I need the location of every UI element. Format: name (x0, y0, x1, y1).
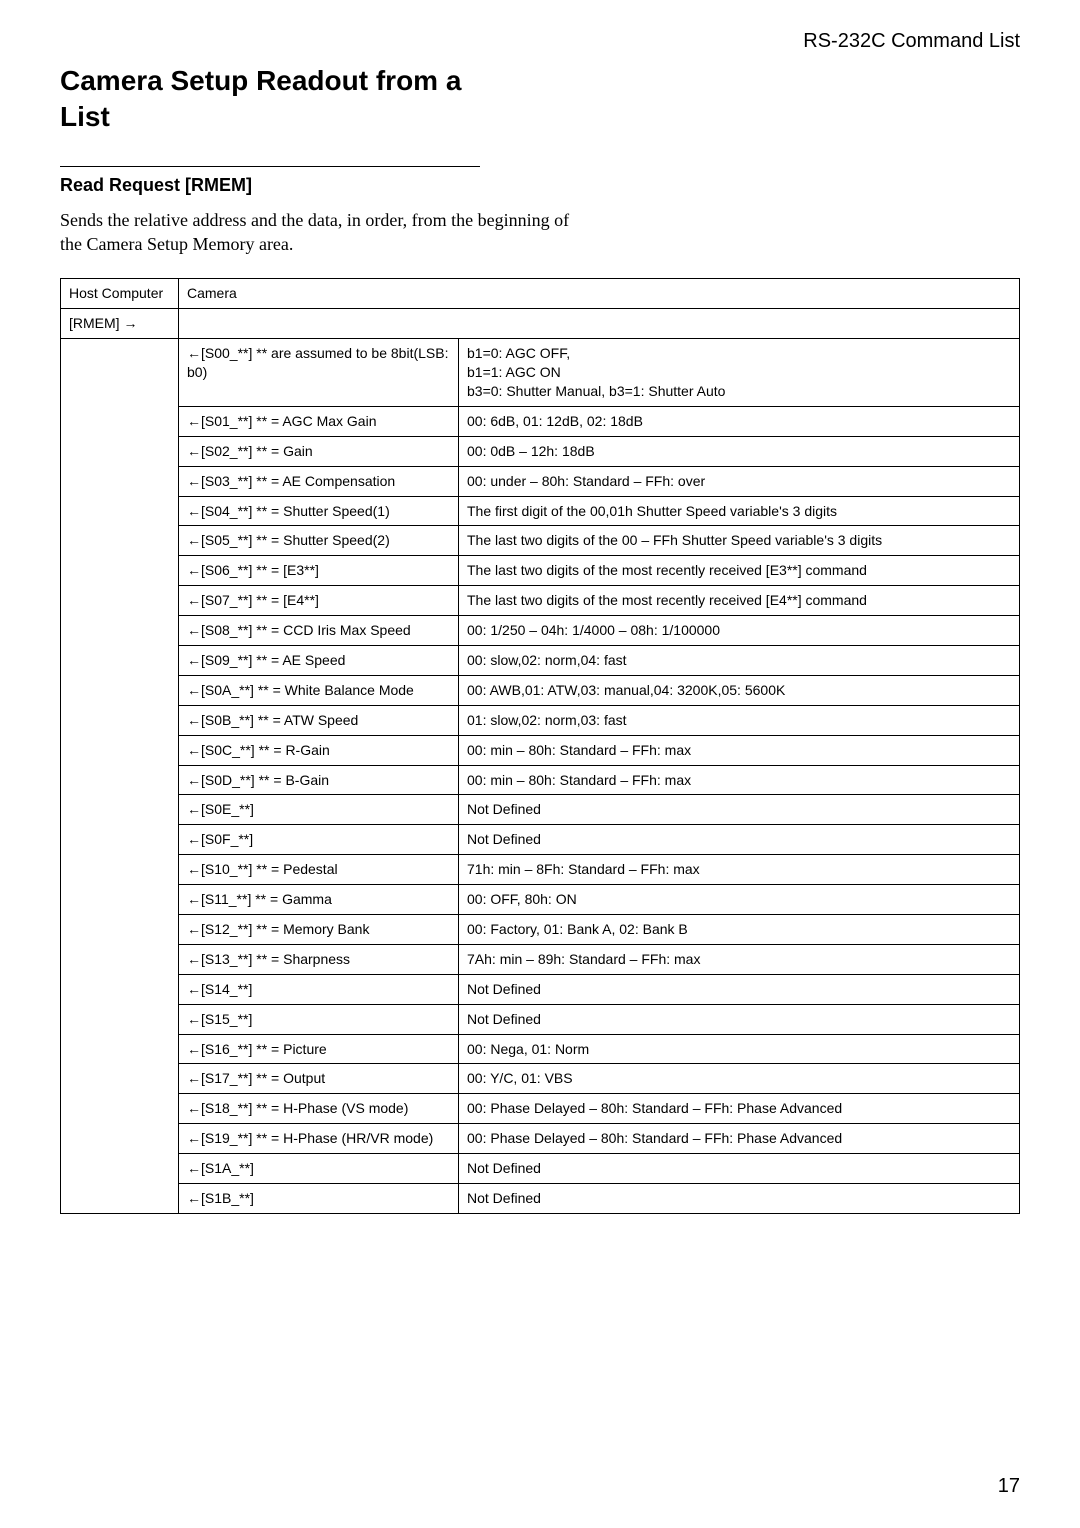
table-row: ←[S08_**] ** = CCD Iris Max Speed00: 1/2… (61, 616, 1020, 646)
table-row: ←[S06_**] ** = [E3**]The last two digits… (61, 556, 1020, 586)
table-row: ←[S02_**] ** = Gain00: 0dB – 12h: 18dB (61, 436, 1020, 466)
cell-desc: ←[S05_**] ** = Shutter Speed(2) (179, 526, 459, 556)
cell-value: Not Defined (459, 825, 1020, 855)
section-rule (60, 166, 480, 167)
table-row: ←[S1A_**]Not Defined (61, 1154, 1020, 1184)
section-body: Sends the relative address and the data,… (60, 208, 580, 257)
cell-desc: ←[S08_**] ** = CCD Iris Max Speed (179, 616, 459, 646)
cell-value: Not Defined (459, 1004, 1020, 1034)
cell-desc: ←[S18_**] ** = H-Phase (VS mode) (179, 1094, 459, 1124)
table-row: ←[S14_**]Not Defined (61, 974, 1020, 1004)
table-row: ←[S07_**] ** = [E4**]The last two digits… (61, 586, 1020, 616)
table-row: ←[S1B_**]Not Defined (61, 1183, 1020, 1213)
cell-value: 00: Nega, 01: Norm (459, 1034, 1020, 1064)
col-header-host: Host Computer (61, 279, 179, 309)
cell-desc: ←[S04_**] ** = Shutter Speed(1) (179, 496, 459, 526)
table-row: ←[S05_**] ** = Shutter Speed(2)The last … (61, 526, 1020, 556)
table-header-row: Host Computer Camera (61, 279, 1020, 309)
cell-value: 00: Phase Delayed – 80h: Standard – FFh:… (459, 1124, 1020, 1154)
cell-value: Not Defined (459, 795, 1020, 825)
cell-value: 00: OFF, 80h: ON (459, 885, 1020, 915)
cell-value: 00: Factory, 01: Bank A, 02: Bank B (459, 914, 1020, 944)
cell-desc: ←[S12_**] ** = Memory Bank (179, 914, 459, 944)
table-row: ←[S09_**] ** = AE Speed00: slow,02: norm… (61, 645, 1020, 675)
cell-desc: ←[S14_**] (179, 974, 459, 1004)
cell-desc: ←[S16_**] ** = Picture (179, 1034, 459, 1064)
cell-desc: ←[S1A_**] (179, 1154, 459, 1184)
command-table: Host Computer Camera [RMEM] → ←[S00_**] … (60, 278, 1020, 1214)
cell-desc: ←[S01_**] ** = AGC Max Gain (179, 406, 459, 436)
cell-desc: ←[S00_**] ** are assumed to be 8bit(LSB:… (179, 339, 459, 407)
cell-value: The first digit of the 00,01h Shutter Sp… (459, 496, 1020, 526)
cell-desc: ←[S02_**] ** = Gain (179, 436, 459, 466)
table-row: ←[S0B_**] ** = ATW Speed01: slow,02: nor… (61, 705, 1020, 735)
cell-value: The last two digits of the 00 – FFh Shut… (459, 526, 1020, 556)
cell-desc: ←[S0D_**] ** = B-Gain (179, 765, 459, 795)
table-row: ←[S04_**] ** = Shutter Speed(1)The first… (61, 496, 1020, 526)
cell-value: 00: min – 80h: Standard – FFh: max (459, 735, 1020, 765)
table-row: ←[S0C_**] ** = R-Gain00: min – 80h: Stan… (61, 735, 1020, 765)
table-row: ←[S10_**] ** = Pedestal71h: min – 8Fh: S… (61, 855, 1020, 885)
table-row: ←[S17_**] ** = Output00: Y/C, 01: VBS (61, 1064, 1020, 1094)
cell-host: [RMEM] → (61, 309, 179, 339)
table-row: ←[S15_**]Not Defined (61, 1004, 1020, 1034)
cell-desc: ←[S13_**] ** = Sharpness (179, 944, 459, 974)
cell-desc: ←[S1B_**] (179, 1183, 459, 1213)
cell-desc: ←[S0E_**] (179, 795, 459, 825)
col-header-camera: Camera (179, 279, 1020, 309)
cell-desc: ←[S17_**] ** = Output (179, 1064, 459, 1094)
cell-value: Not Defined (459, 1154, 1020, 1184)
table-row: ←[S13_**] ** = Sharpness7Ah: min – 89h: … (61, 944, 1020, 974)
cell-value: 01: slow,02: norm,03: fast (459, 705, 1020, 735)
cell-value: 71h: min – 8Fh: Standard – FFh: max (459, 855, 1020, 885)
cell-value: 7Ah: min – 89h: Standard – FFh: max (459, 944, 1020, 974)
cell-desc: ←[S06_**] ** = [E3**] (179, 556, 459, 586)
cell-desc: ←[S03_**] ** = AE Compensation (179, 466, 459, 496)
table-row: ←[S16_**] ** = Picture00: Nega, 01: Norm (61, 1034, 1020, 1064)
table-row: ←[S18_**] ** = H-Phase (VS mode)00: Phas… (61, 1094, 1020, 1124)
table-row: ←[S00_**] ** are assumed to be 8bit(LSB:… (61, 339, 1020, 407)
table-row: ←[S0E_**]Not Defined (61, 795, 1020, 825)
cell-value: 00: 6dB, 01: 12dB, 02: 18dB (459, 406, 1020, 436)
cell-desc: ←[S09_**] ** = AE Speed (179, 645, 459, 675)
table-row: ←[S19_**] ** = H-Phase (HR/VR mode)00: P… (61, 1124, 1020, 1154)
cell-value: b1=0: AGC OFF,b1=1: AGC ONb3=0: Shutter … (459, 339, 1020, 407)
table-row: ←[S12_**] ** = Memory Bank00: Factory, 0… (61, 914, 1020, 944)
cell-value: Not Defined (459, 1183, 1020, 1213)
cell-value: 00: Y/C, 01: VBS (459, 1064, 1020, 1094)
cell-camera (179, 309, 1020, 339)
cell-desc: ←[S15_**] (179, 1004, 459, 1034)
cell-desc: ←[S0F_**] (179, 825, 459, 855)
cell-value: 00: min – 80h: Standard – FFh: max (459, 765, 1020, 795)
cell-desc: ←[S19_**] ** = H-Phase (HR/VR mode) (179, 1124, 459, 1154)
table-row: [RMEM] → (61, 309, 1020, 339)
table-row: ←[S0F_**]Not Defined (61, 825, 1020, 855)
cell-desc: ←[S10_**] ** = Pedestal (179, 855, 459, 885)
table-row: ←[S0A_**] ** = White Balance Mode00: AWB… (61, 675, 1020, 705)
cell-desc: ←[S07_**] ** = [E4**] (179, 586, 459, 616)
cell-value: 00: 1/250 – 04h: 1/4000 – 08h: 1/100000 (459, 616, 1020, 646)
cell-desc: ←[S0A_**] ** = White Balance Mode (179, 675, 459, 705)
cell-value: 00: Phase Delayed – 80h: Standard – FFh:… (459, 1094, 1020, 1124)
cell-host-span (61, 339, 179, 1214)
cell-value: 00: AWB,01: ATW,03: manual,04: 3200K,05:… (459, 675, 1020, 705)
cell-value: 00: slow,02: norm,04: fast (459, 645, 1020, 675)
cell-value: 00: 0dB – 12h: 18dB (459, 436, 1020, 466)
section-heading: Read Request [RMEM] (60, 175, 1020, 196)
cell-value: The last two digits of the most recently… (459, 586, 1020, 616)
cell-value: 00: under – 80h: Standard – FFh: over (459, 466, 1020, 496)
table-row: ←[S0D_**] ** = B-Gain00: min – 80h: Stan… (61, 765, 1020, 795)
cell-desc: ←[S0C_**] ** = R-Gain (179, 735, 459, 765)
cell-value: The last two digits of the most recently… (459, 556, 1020, 586)
cell-value: Not Defined (459, 974, 1020, 1004)
header-right: RS-232C Command List (60, 30, 1020, 53)
page-title: Camera Setup Readout from a List (60, 63, 480, 136)
page-number: 17 (998, 1475, 1020, 1498)
cell-desc: ←[S0B_**] ** = ATW Speed (179, 705, 459, 735)
table-row: ←[S03_**] ** = AE Compensation00: under … (61, 466, 1020, 496)
table-row: ←[S11_**] ** = Gamma00: OFF, 80h: ON (61, 885, 1020, 915)
table-row: ←[S01_**] ** = AGC Max Gain00: 6dB, 01: … (61, 406, 1020, 436)
cell-desc: ←[S11_**] ** = Gamma (179, 885, 459, 915)
